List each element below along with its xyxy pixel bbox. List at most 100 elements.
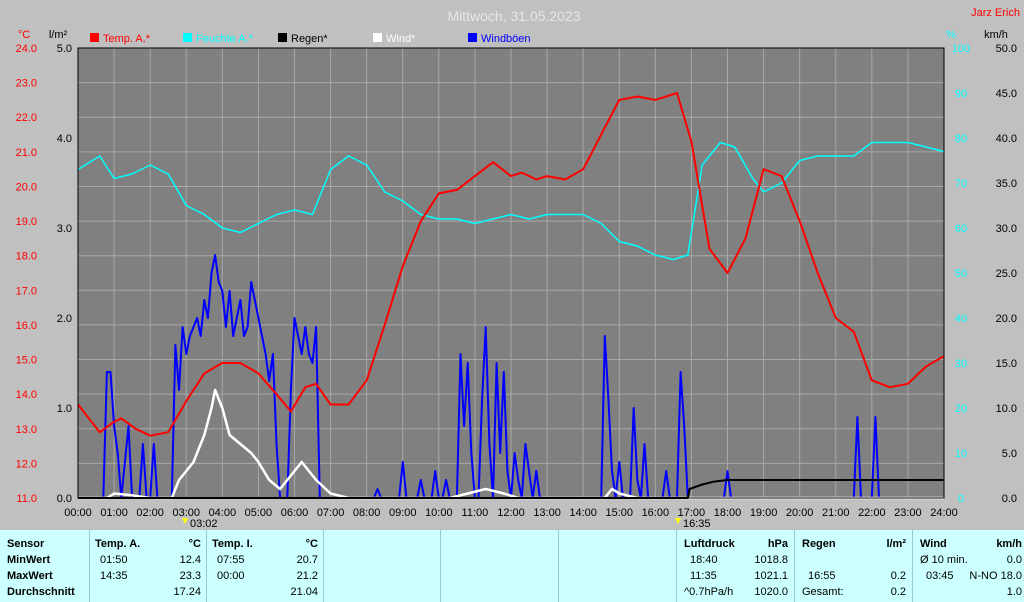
temp-i-max-time: 00:00 <box>217 570 245 582</box>
gusts-line <box>78 254 944 499</box>
wind-tick-label: 50.0 <box>996 43 1017 55</box>
stats-col-wind: Wind km/h Ø 10 min. 0.0 03:45 N-NO 18.0 … <box>913 530 1024 602</box>
x-tick-label: 14:00 <box>569 507 597 519</box>
humidity-tick-label: 100 <box>952 43 970 55</box>
temp-tick-label: 23.0 <box>16 78 37 90</box>
temp-tick-label: 12.0 <box>16 458 37 470</box>
x-tick-label: 20:00 <box>786 507 814 519</box>
wind-avg: 0.0 <box>1006 554 1022 566</box>
legend-label-humidity: Feuchte A.* <box>196 33 254 45</box>
humidity-tick-label: 90 <box>955 88 967 100</box>
x-tick-label: 09:00 <box>389 507 417 519</box>
humidity-tick-label: 80 <box>955 133 967 145</box>
stats-col-empty-2 <box>441 530 559 602</box>
temp-i-avg: 21.04 <box>290 586 318 598</box>
x-tick-label: 19:00 <box>750 507 778 519</box>
stats-header-sensor: Sensor <box>7 538 45 550</box>
x-tick-label: 13:00 <box>533 507 561 519</box>
sunset-marker: 16:35 <box>675 518 711 530</box>
temp-tick-label: 16.0 <box>16 320 37 332</box>
chart-ticks: 00:00 01:00 02:00 03:00 04:00 05:00 06:00 07:00… <box>16 43 1017 519</box>
weather-chart: 00:00 01:00 02:00 03:00 04:00 05:00 06:00 07:00… <box>16 7 1020 530</box>
temp-i-unit: °C <box>305 538 318 550</box>
stats-col-rain: Regen l/m² 16:55 0.2 Gesamt: 0.2 <box>795 530 913 602</box>
sunset-marker-icon <box>675 518 681 524</box>
humidity-line <box>77 141 945 261</box>
x-tick-label: 11:00 <box>462 507 489 519</box>
temp-tick-label: 20.0 <box>16 181 37 193</box>
temp-tick-label: 21.0 <box>16 147 37 159</box>
temp-tick-label: 17.0 <box>16 285 37 297</box>
chart-title: Mittwoch, 31.05.2023 <box>447 8 580 24</box>
humidity-tick-label: 30 <box>955 358 967 370</box>
x-tick-label: 17:00 <box>678 507 706 519</box>
pressure-max-time: 11:35 <box>690 570 717 582</box>
x-tick-label: 07:00 <box>317 507 345 519</box>
legend-swatch-gusts <box>468 33 477 42</box>
x-tick-label: 08:00 <box>353 507 381 519</box>
legend: Temp. A.* Feuchte A.* Regen* Wind* Windb… <box>90 33 531 45</box>
pressure-min-time: 18:40 <box>690 554 718 566</box>
x-tick-label: 15:00 <box>605 507 633 519</box>
legend-label-rain: Regen* <box>291 33 328 45</box>
wind-header: Wind <box>920 538 947 550</box>
x-tick-label: 22:00 <box>858 507 886 519</box>
pressure-avg: 1020.0 <box>754 586 788 598</box>
temp-i-min-time: 07:55 <box>217 554 245 566</box>
legend-label-temp: Temp. A.* <box>103 33 151 45</box>
wind-tick-label: 10.0 <box>996 403 1017 415</box>
temp-unit-label: °C <box>18 29 30 41</box>
wind-day-avg: 1.0 <box>1006 586 1022 598</box>
plot-frame <box>77 47 945 499</box>
legend-swatch-temp <box>90 33 99 42</box>
temp-tick-label: 14.0 <box>16 389 37 401</box>
rain-tick-label: 1.0 <box>57 403 72 415</box>
station-name: Jarz Erich <box>971 7 1020 19</box>
x-tick-label: 01:00 <box>100 507 128 519</box>
wind-tick-label: 20.0 <box>996 313 1017 325</box>
pressure-max: 1021.1 <box>754 570 788 582</box>
legend-swatch-wind <box>373 33 382 42</box>
rain-max: 0.2 <box>890 570 906 582</box>
humidity-unit-label: % <box>946 29 956 41</box>
pressure-trend: ^0.7hPa/h <box>684 586 734 598</box>
temp-a-min-time: 01:50 <box>100 554 128 566</box>
pressure-min: 1018.8 <box>754 554 788 566</box>
temp-i-min: 20.7 <box>296 554 318 566</box>
temp-a-max-time: 14:35 <box>100 570 128 582</box>
wind-tick-label: 5.0 <box>1002 448 1017 460</box>
temp-a-min: 12.4 <box>179 554 201 566</box>
rain-tick-label: 4.0 <box>57 133 72 145</box>
x-tick-label: 00:00 <box>64 507 92 519</box>
stats-col-temp-a: Temp. A. °C 01:50 12.4 14:35 23.3 17.24 <box>90 530 207 602</box>
pressure-header: Luftdruck <box>684 538 735 550</box>
rain-tick-label: 3.0 <box>57 223 72 235</box>
wind-unit-label: km/h <box>984 29 1008 41</box>
wind-max: N-NO 18.0 <box>969 570 1022 582</box>
temp-tick-label: 22.0 <box>16 112 37 124</box>
temp-tick-label: 15.0 <box>16 355 37 367</box>
rain-total-label: Gesamt: <box>802 586 844 598</box>
legend-swatch-rain <box>278 33 287 42</box>
wind-tick-label: 25.0 <box>996 268 1017 280</box>
wind-line <box>78 388 944 500</box>
rain-max-time: 16:55 <box>808 570 836 582</box>
chart-grid <box>78 47 944 499</box>
temp-a-avg: 17.24 <box>173 586 201 598</box>
legend-swatch-humidity <box>183 33 192 42</box>
x-tick-label: 16:00 <box>642 507 670 519</box>
wind-tick-label: 45.0 <box>996 88 1017 100</box>
wind-tick-label: 15.0 <box>996 358 1017 370</box>
wind-unit: km/h <box>996 538 1022 550</box>
humidity-tick-label: 60 <box>955 223 967 235</box>
temp-i-header: Temp. I. <box>212 538 253 550</box>
humidity-tick-label: 20 <box>955 403 967 415</box>
stats-col-sensor: Sensor MinWert MaxWert Durchschnitt <box>0 530 90 602</box>
rain-tick-label: 2.0 <box>57 313 72 325</box>
stats-col-temp-i: Temp. I. °C 07:55 20.7 00:00 21.2 21.04 <box>207 530 324 602</box>
x-tick-label: 10:00 <box>425 507 453 519</box>
stats-row-max: MaxWert <box>7 570 53 582</box>
temperature-line <box>77 92 945 437</box>
sunrise-marker-icon <box>182 518 188 524</box>
x-tick-label: 05:00 <box>245 507 273 519</box>
